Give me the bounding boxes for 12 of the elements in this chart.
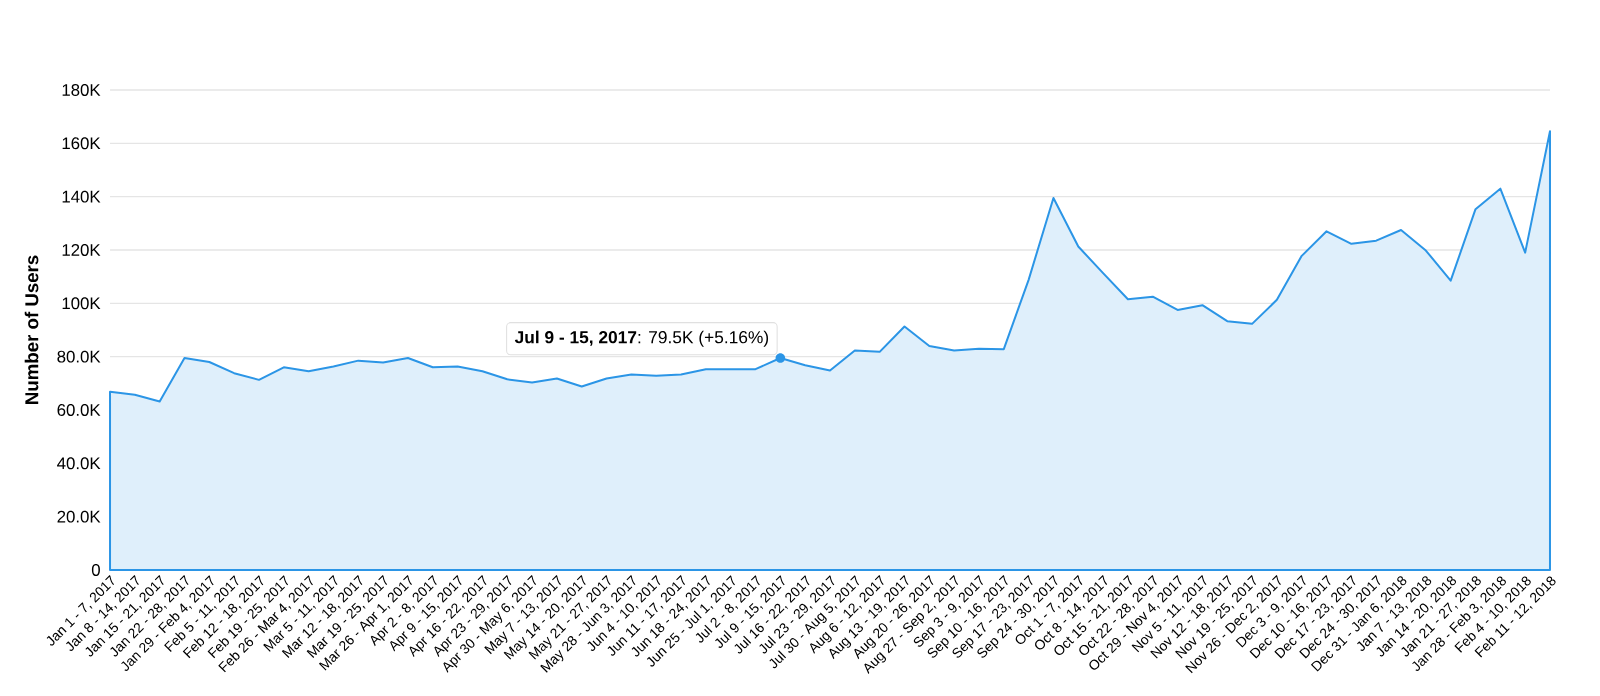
y-tick-label: 180K xyxy=(62,84,101,96)
y-tick-label: 20.0K xyxy=(57,510,101,523)
annotation: Jul 9 - 15, 2017: 79.5K (+5.16%) xyxy=(514,330,769,347)
y-tick-label: 160K xyxy=(62,137,101,150)
y-tick-label: 0 xyxy=(91,564,100,576)
y-tick-label: 60.0K xyxy=(57,404,101,416)
y-tick-label: 120K xyxy=(62,244,101,256)
y-tick-label: 80.0K xyxy=(57,350,101,363)
y-tick-label: 100K xyxy=(62,297,101,310)
y-tick-label: 40.0K xyxy=(57,457,101,470)
y-tick-label: 140K xyxy=(62,190,101,203)
y-axis-title: Number of Users xyxy=(24,255,39,404)
